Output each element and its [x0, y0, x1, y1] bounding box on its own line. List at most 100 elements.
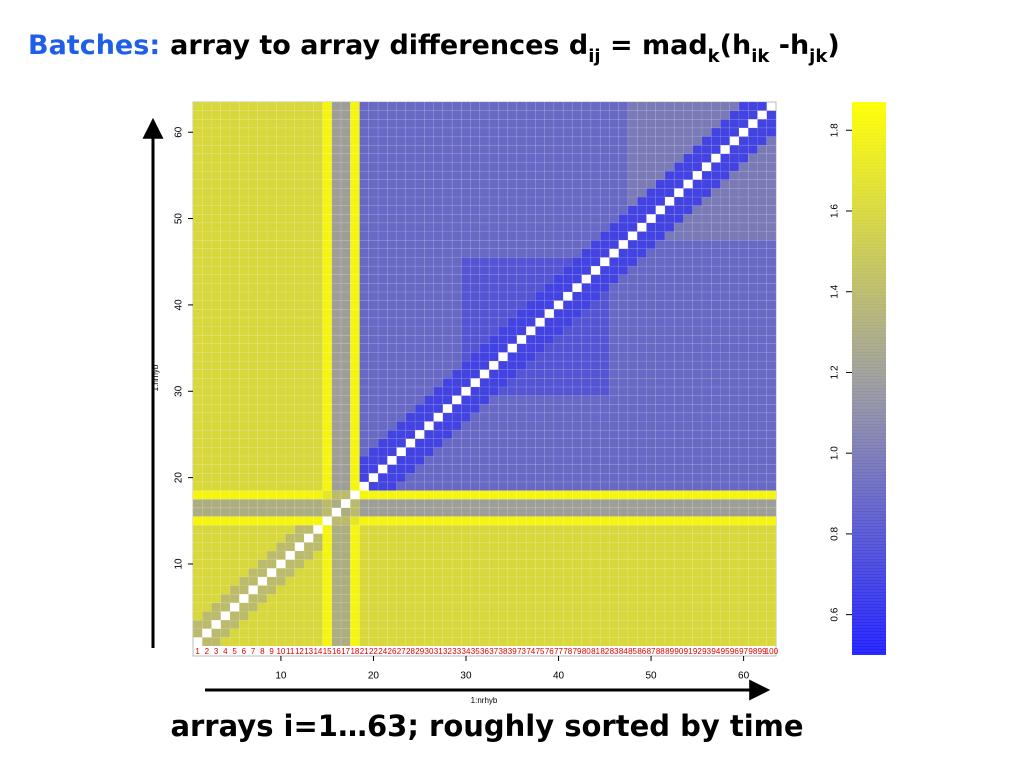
heat-cell: [442, 559, 453, 569]
heat-cell: [525, 265, 536, 275]
heat-cell: [377, 576, 388, 586]
heat-cell: [498, 317, 508, 327]
heat-cell: [710, 265, 721, 275]
heat-cell: [276, 300, 286, 310]
heat-cell: [294, 300, 305, 310]
heat-cell: [239, 369, 249, 379]
heat-cell: [516, 421, 527, 431]
heat-cell: [239, 291, 249, 301]
heat-cell: [544, 386, 555, 396]
heat-cell: [599, 127, 610, 137]
heat-cell: [525, 369, 536, 379]
heat-cell: [257, 136, 268, 146]
heat-cell: [451, 170, 462, 180]
heat-cell: [442, 568, 453, 578]
heat-cell: [368, 179, 379, 189]
heat-cell: [424, 395, 434, 405]
category-label: 27: [397, 647, 406, 656]
heat-cell: [766, 283, 777, 293]
heat-cell: [618, 481, 629, 491]
heat-cell: [720, 283, 730, 293]
heat-cell: [535, 473, 545, 483]
heat-cell: [544, 455, 555, 465]
category-label: 96: [730, 647, 739, 656]
heat-cell: [729, 403, 740, 414]
heat-cell: [720, 248, 730, 258]
heat-cell: [498, 593, 508, 604]
heat-cell: [331, 378, 342, 388]
heat-cell: [479, 283, 490, 293]
heat-cell: [766, 429, 777, 440]
heat-cell: [747, 274, 758, 284]
heat-cell: [350, 343, 360, 353]
heat-cell: [322, 637, 333, 647]
heat-cell: [757, 222, 767, 232]
heat-cell: [350, 205, 360, 215]
heat-cell: [590, 179, 601, 189]
heat-cell: [701, 378, 712, 388]
heat-cell: [368, 127, 379, 137]
heat-cell: [655, 533, 666, 543]
heat-cell: [313, 637, 323, 647]
heat-cell: [294, 628, 305, 638]
heat-cell: [359, 369, 370, 379]
colorbar-tick-label: 1.0: [830, 446, 841, 460]
heat-cell: [720, 447, 730, 457]
heat-cell: [387, 274, 397, 284]
heat-cell: [285, 127, 296, 137]
heat-cell: [738, 300, 749, 310]
heat-cell: [276, 110, 286, 120]
heat-cell: [442, 542, 453, 552]
heat-cell: [516, 585, 527, 595]
heat-cell: [331, 326, 342, 336]
heat-cell: [387, 593, 397, 604]
heat-cell: [266, 611, 277, 621]
heat-cell: [581, 144, 592, 155]
heat-cell: [766, 602, 777, 612]
heat-cell: [544, 533, 555, 543]
heat-cell: [303, 498, 314, 509]
heat-cell: [239, 101, 249, 111]
heat-cell: [544, 611, 555, 621]
category-label: 99: [758, 647, 767, 656]
heat-cell: [516, 352, 527, 362]
heat-cell: [451, 611, 462, 621]
heat-cell: [757, 611, 767, 621]
heat-cell: [220, 593, 231, 604]
heat-cell: [673, 481, 684, 491]
heat-cell: [220, 602, 231, 612]
heat-cell: [285, 455, 296, 465]
heat-cell: [248, 214, 259, 224]
heat-cell: [239, 559, 249, 569]
heat-cell: [747, 110, 758, 120]
heat-cell: [488, 455, 499, 465]
title-sub: jk: [808, 46, 828, 67]
heat-cell: [581, 170, 592, 180]
heat-cell: [738, 343, 749, 353]
heat-cell: [192, 429, 203, 440]
heat-cell: [701, 542, 712, 552]
heat-cell: [192, 542, 203, 552]
heat-cell: [368, 490, 379, 500]
heat-cell: [710, 179, 721, 189]
heat-cell: [276, 352, 286, 362]
heat-cell: [229, 447, 240, 457]
heat-cell: [479, 360, 490, 370]
heat-cell: [544, 550, 555, 560]
heat-cell: [516, 317, 527, 327]
heat-cell: [646, 231, 656, 241]
heat-cell: [673, 196, 684, 206]
heat-cell: [479, 205, 490, 215]
heat-cell: [535, 403, 545, 414]
heat-cell: [451, 464, 462, 474]
heat-cell: [405, 326, 416, 336]
heat-cell: [720, 239, 730, 250]
heat-cell: [655, 153, 666, 163]
heat-cell: [248, 550, 259, 560]
heat-cell: [424, 326, 434, 336]
heat-cell: [747, 352, 758, 362]
heat-cell: [590, 524, 601, 534]
heat-cell: [747, 144, 758, 155]
heat-cell: [322, 136, 333, 146]
heat-cell: [211, 360, 222, 370]
